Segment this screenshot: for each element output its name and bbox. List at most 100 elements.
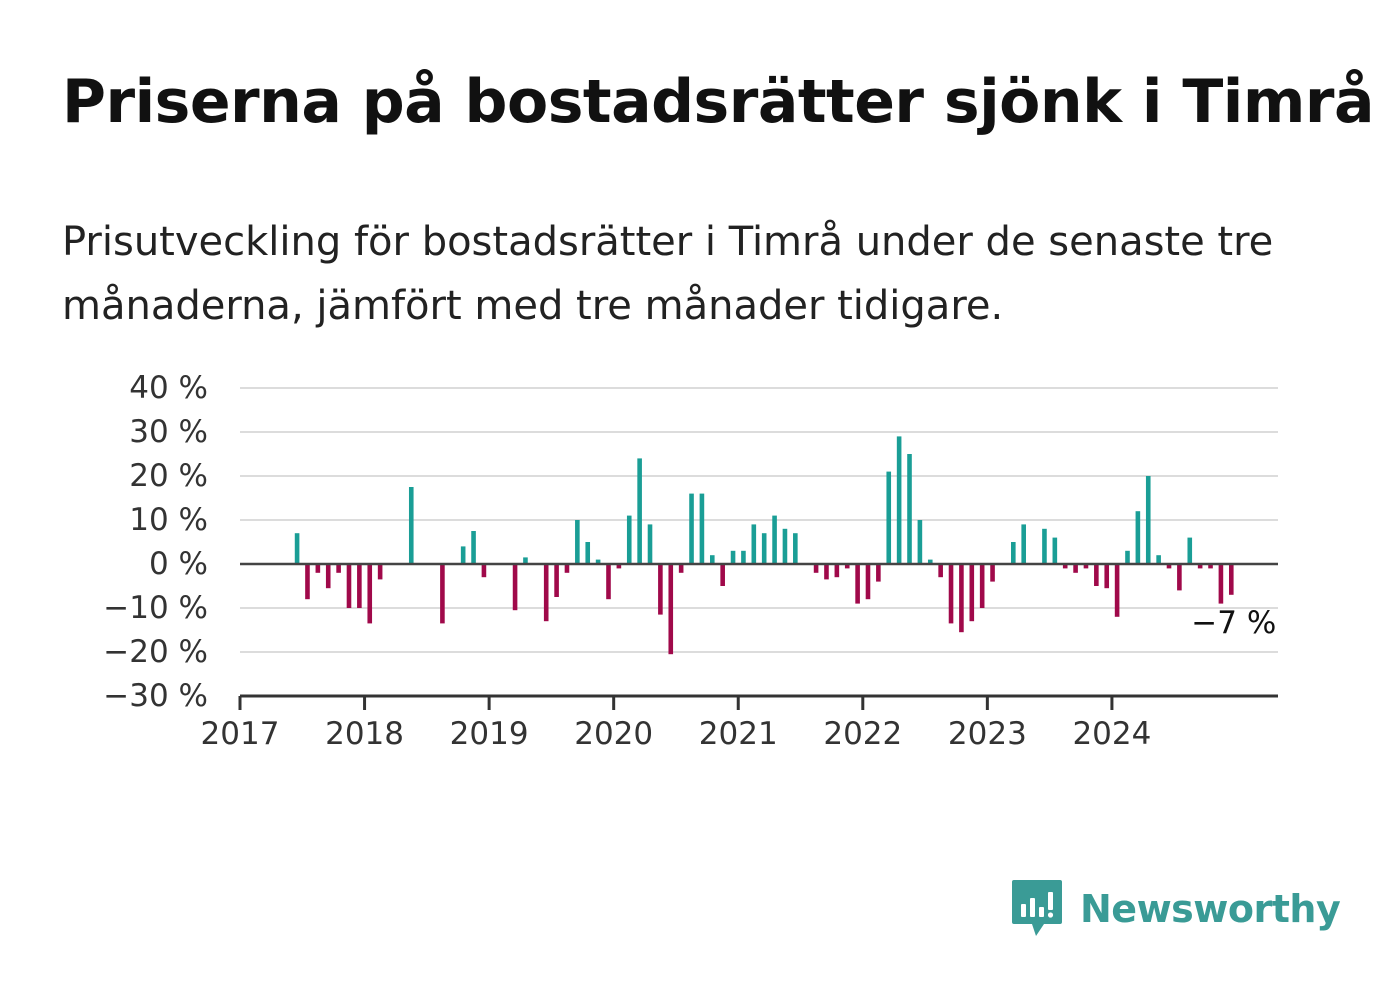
bar [813,564,819,573]
y-tick-label: 40 % [129,370,208,406]
bar [336,564,341,573]
bar [1228,564,1234,595]
bar [1177,564,1182,591]
bar [855,564,860,604]
bar [377,564,383,580]
bar [440,564,445,624]
chart-title: Priserna på bostadsrätter sjönk i Timrå [62,67,1374,137]
bar [761,533,767,564]
bar [834,564,840,578]
bar [637,458,642,564]
bar [626,515,632,564]
bar [325,564,331,589]
bar [554,564,559,597]
bar [1135,511,1141,564]
bar [1042,528,1047,564]
bar [658,564,663,615]
bar [844,564,850,569]
bar [678,564,684,573]
y-tick-label: −30 % [103,678,208,714]
y-tick-label: −10 % [103,590,208,626]
bar [616,564,622,569]
brand-name: Newsworthy [1080,887,1341,931]
bar [927,559,933,564]
bar [481,564,487,578]
bar [699,493,705,564]
bar [1094,564,1099,586]
bar [294,533,300,564]
bar [1021,524,1026,564]
y-axis-labels: 40 % 30 % 20 % 10 % 0 % −10 % −20 % −30 % [103,370,208,714]
bar [1197,564,1203,569]
bar [979,564,985,608]
bar [1156,555,1161,564]
bar [896,436,902,564]
bar [720,564,725,586]
bar [948,564,954,624]
bar [357,564,362,608]
bar [917,520,923,564]
bar [1083,564,1089,569]
x-tick-label: 2018 [325,716,404,752]
bar [990,564,995,582]
bar [1073,564,1078,573]
bar [346,564,352,608]
x-tick-label: 2019 [450,716,529,752]
bar [865,564,871,600]
bar [1104,564,1110,589]
bar [1114,564,1120,617]
y-tick-label: −20 % [103,634,208,670]
y-tick-label: 30 % [129,414,208,450]
bar [1125,550,1130,564]
bar [367,564,373,624]
bar [647,524,653,564]
bar [1187,537,1193,564]
bar [772,515,777,564]
gridlines [240,387,1278,653]
bar [1218,564,1224,604]
bar [1208,564,1213,569]
bar [575,520,580,564]
bar [741,550,746,564]
x-tick-label: 2021 [699,716,778,752]
bar [730,550,736,564]
bar [595,559,601,564]
x-tick-label: 2020 [574,716,653,752]
bar [689,493,694,564]
y-tick-label: 0 % [149,546,208,582]
bar [907,454,912,564]
y-tick-label: 10 % [129,502,208,538]
bar [1145,476,1151,564]
bars [294,436,1234,655]
bar [668,564,674,655]
bar [876,564,881,582]
x-tick-label: 2023 [948,716,1027,752]
axes [238,562,1278,710]
bar [512,564,518,611]
x-tick-label: 2024 [1072,716,1151,752]
bar [564,564,570,573]
bar [606,564,611,600]
bar [585,542,591,564]
bar [460,546,466,564]
x-axis-labels: 2017 2018 2019 2020 2021 2022 2023 2024 [201,716,1152,752]
bar [1062,564,1068,569]
x-tick-label: 2022 [823,716,902,752]
bar [886,471,892,564]
bar [709,555,715,564]
newsworthy-logo-icon [1012,880,1062,936]
bar [543,564,549,622]
bar [751,524,757,564]
bar [969,564,975,622]
y-tick-label: 20 % [129,458,208,494]
bar [938,564,943,578]
annotations: −7 % [1191,605,1276,641]
bar [408,487,414,564]
chart-subtitle: Prisutveckling för bostadsrätter i Timrå… [62,219,1274,329]
bar [959,564,964,633]
x-tick-label: 2017 [201,716,280,752]
bar [305,564,310,600]
bar [782,528,788,564]
bar [471,531,476,564]
